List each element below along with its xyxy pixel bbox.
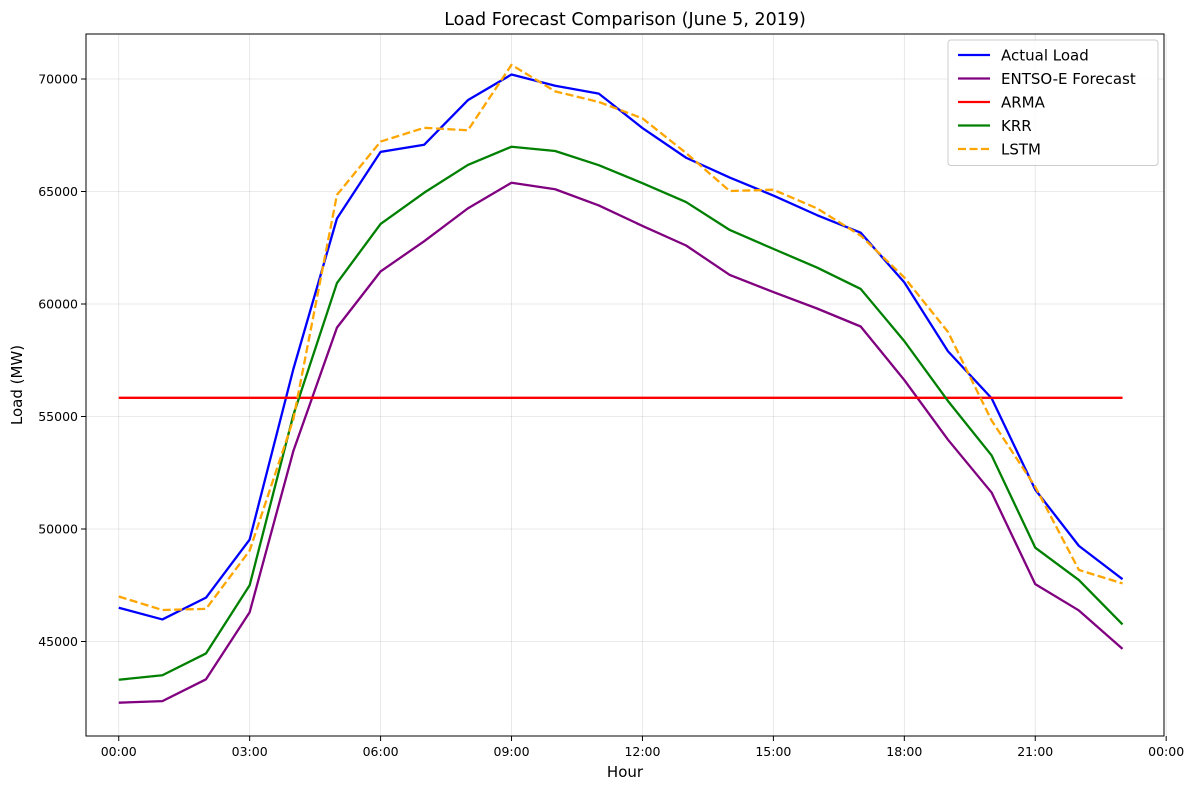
series-line-entso-e-forecast bbox=[118, 181, 1124, 704]
y-tick-label: 70000 bbox=[38, 72, 78, 87]
x-tick-label: 00:00 bbox=[1148, 744, 1184, 759]
x-tick-label: 21:00 bbox=[1017, 744, 1053, 759]
x-tick-label: 12:00 bbox=[624, 744, 660, 759]
y-tick-label: 60000 bbox=[38, 297, 78, 312]
x-axis-label: Hour bbox=[607, 763, 644, 781]
series-line-krr bbox=[118, 145, 1124, 681]
x-tick-label: 00:00 bbox=[101, 744, 137, 759]
x-tick-label: 03:00 bbox=[232, 744, 268, 759]
plot-frame bbox=[85, 33, 1165, 737]
x-tick-label: 18:00 bbox=[886, 744, 922, 759]
legend-entry-label: ENTSO-E Forecast bbox=[1001, 70, 1136, 88]
series-layer bbox=[118, 63, 1124, 704]
y-tick-label: 50000 bbox=[38, 522, 78, 537]
x-tick-label: 15:00 bbox=[755, 744, 791, 759]
legend-box bbox=[947, 39, 1159, 166]
y-tick-label: 65000 bbox=[38, 184, 78, 199]
legend-entry-label: Actual Load bbox=[1001, 47, 1089, 65]
y-axis-label: Load (MW) bbox=[8, 345, 26, 425]
series-line-lstm bbox=[118, 63, 1123, 612]
legend-entry-label: ARMA bbox=[1001, 94, 1046, 112]
grid-lines bbox=[86, 34, 1167, 736]
y-tick-label: 45000 bbox=[38, 634, 78, 649]
x-tick-label: 06:00 bbox=[363, 744, 399, 759]
legend-entry-label: LSTM bbox=[1001, 141, 1041, 159]
legend-entry-label: KRR bbox=[1001, 117, 1032, 135]
legend: Actual Load ENTSO-E Forecast ARMA KRR LSTM bbox=[947, 39, 1159, 166]
y-axis-ticks: 45000 50000 55000 60000 65000 70000 bbox=[38, 72, 86, 649]
chart-title: Load Forecast Comparison (June 5, 2019) bbox=[444, 10, 806, 30]
x-axis-ticks: 00:00 03:00 06:00 09:00 12:00 15:00 18:00 21:00… bbox=[101, 736, 1184, 759]
y-tick-label: 55000 bbox=[38, 409, 78, 424]
x-tick-label: 09:00 bbox=[494, 744, 530, 759]
